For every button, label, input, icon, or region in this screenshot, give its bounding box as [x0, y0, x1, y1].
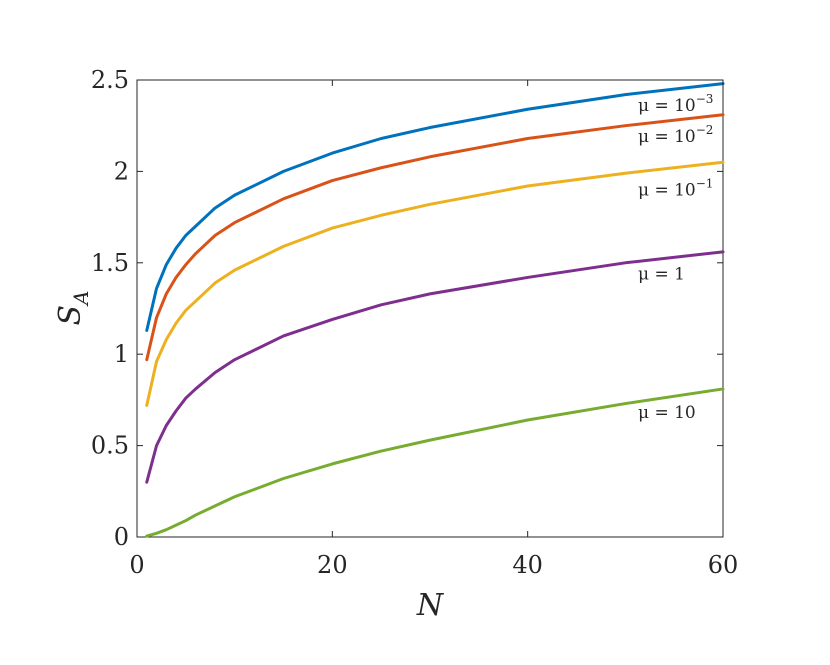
y-axis-title-main: S: [53, 305, 88, 326]
x-tick-label: 60: [708, 551, 739, 579]
x-tick-label: 40: [512, 551, 543, 579]
y-tick-label: 0: [114, 523, 129, 551]
series-label-2: μ = 10−2: [638, 123, 713, 147]
x-tick-label: 0: [129, 551, 144, 579]
series-label-1: μ = 10−3: [638, 92, 713, 116]
series-line-3: [145, 160, 725, 407]
series-label-base: μ = 10: [638, 127, 696, 147]
series-group: [145, 82, 725, 538]
y-axis-title: SA: [53, 290, 93, 325]
series-labels-group: μ = 10−3μ = 10−2μ = 10−1μ = 1μ = 10: [638, 92, 713, 423]
series-label-exponent: −3: [696, 92, 714, 106]
y-tick-label: 1.5: [91, 249, 129, 277]
x-tick-label: 20: [317, 551, 348, 579]
series-line-4: [145, 250, 725, 484]
y-tick-label: 2.5: [91, 66, 129, 94]
series-label-base: μ = 10: [638, 181, 696, 201]
series-label-3: μ = 10−1: [638, 177, 713, 201]
y-axis-title-subscript: A: [69, 290, 93, 306]
series-label-exponent: −1: [696, 177, 714, 191]
y-tick-label: 0.5: [91, 432, 129, 460]
ticks-group: 0 20 40 60 0 0.5 1 1.5 2 2.5: [91, 66, 738, 579]
series-line-5: [145, 387, 725, 538]
x-axis-title: N: [416, 588, 445, 623]
series-label-base: μ = 10: [638, 403, 696, 423]
y-tick-label: 2: [114, 157, 129, 185]
series-line-1: [145, 82, 725, 332]
series-label-5: μ = 10: [638, 403, 696, 423]
series-label-base: μ = 1: [638, 264, 685, 284]
y-tick-label: 1: [114, 340, 129, 368]
series-label-exponent: −2: [696, 123, 714, 137]
plot-area-box: [136, 79, 724, 538]
series-line-2: [145, 113, 725, 362]
series-label-base: μ = 10: [638, 96, 696, 116]
series-label-4: μ = 1: [638, 264, 685, 284]
